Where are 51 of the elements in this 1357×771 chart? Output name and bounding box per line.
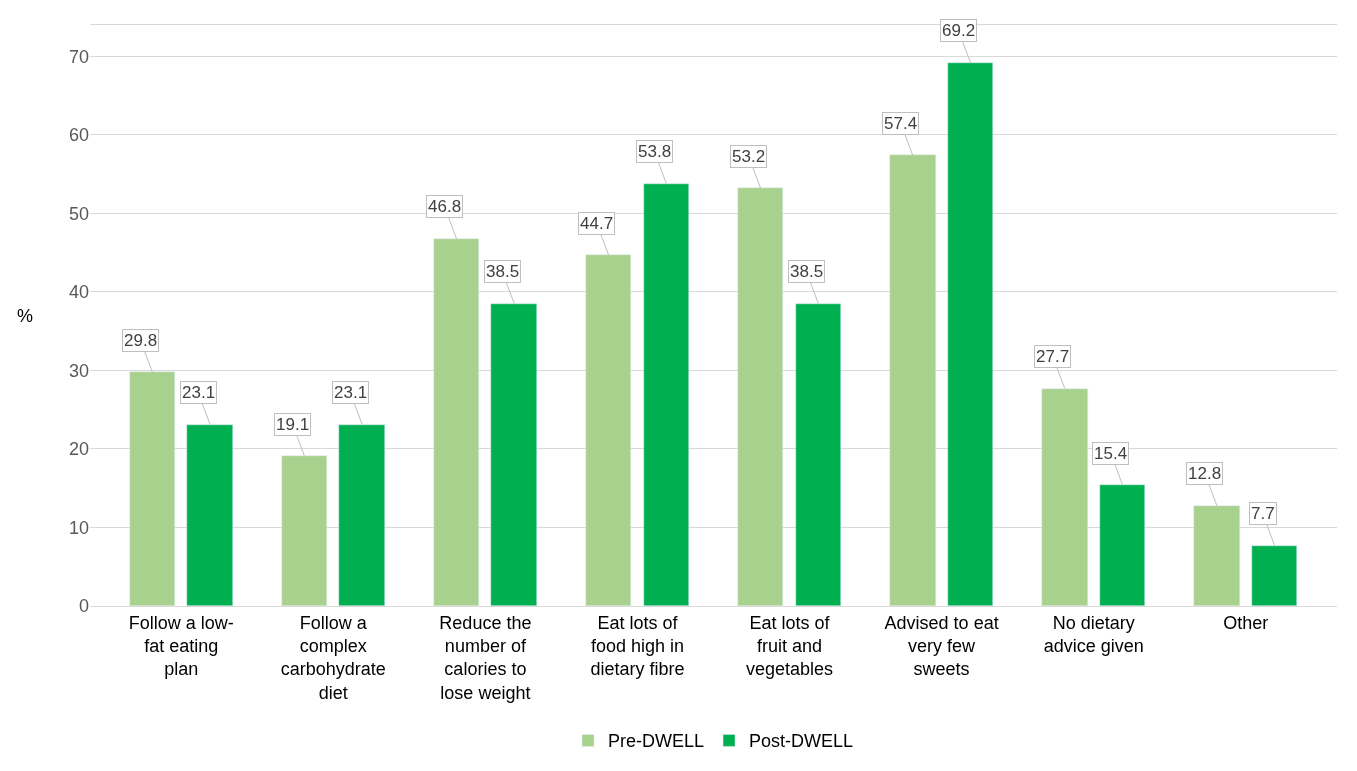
- y-tick-label: 50: [68, 203, 89, 224]
- x-tick-label: Follow a complex carbohydrate diet: [280, 612, 386, 703]
- x-tick-label: Reduce the number of calories to lose weight: [439, 612, 532, 703]
- y-tick-label: 20: [68, 439, 89, 460]
- bar: [1099, 484, 1145, 606]
- x-tick-label: Eat lots of fruit and vegetables: [746, 612, 834, 680]
- data-label: 38.5: [790, 262, 824, 281]
- bar: [737, 187, 783, 606]
- data-label: 53.8: [638, 142, 672, 161]
- data-label: 19.1: [276, 415, 310, 434]
- data-label: 7.7: [1251, 504, 1275, 523]
- y-axis-title: %: [17, 306, 34, 326]
- y-tick-label: 60: [68, 125, 89, 146]
- bar: [338, 424, 385, 606]
- bar: [1041, 388, 1088, 606]
- data-label: 53.2: [732, 147, 766, 166]
- bar: [129, 371, 175, 606]
- data-label: 15.4: [1094, 444, 1128, 463]
- data-label: 27.7: [1036, 347, 1070, 366]
- bar: [1193, 505, 1240, 606]
- data-label: 12.8: [1188, 464, 1222, 483]
- legend-label: Pre-DWELL: [608, 731, 705, 752]
- y-tick-label: 70: [68, 46, 89, 67]
- x-tick-label: Other: [1223, 612, 1269, 633]
- data-label: 44.7: [580, 214, 614, 233]
- y-tick-label: 0: [78, 596, 89, 617]
- bar: [490, 303, 537, 606]
- data-label: 29.8: [124, 331, 158, 350]
- data-label: 23.1: [182, 383, 216, 402]
- data-label: 38.5: [486, 262, 520, 281]
- data-label: 57.4: [884, 114, 918, 133]
- data-label: 69.2: [942, 21, 976, 40]
- x-tick-label: Advised to eat very few sweets: [884, 612, 999, 680]
- x-tick-label: Eat lots of food high in dietary fibre: [590, 612, 685, 680]
- bar: [281, 455, 327, 606]
- legend-label: Post-DWELL: [749, 731, 854, 752]
- bar: [433, 238, 479, 606]
- data-label: 23.1: [334, 383, 368, 402]
- bar: [643, 183, 689, 606]
- y-tick-label: 30: [68, 360, 89, 381]
- bar: [585, 254, 631, 606]
- bar: [947, 62, 993, 606]
- data-label: 46.8: [428, 197, 462, 216]
- x-tick-label: Follow a low-fat eating plan: [128, 612, 234, 680]
- bar: [795, 303, 841, 606]
- bar: [186, 424, 233, 606]
- bar: [1251, 545, 1297, 606]
- x-tick-label: No dietary advice given: [1043, 612, 1144, 656]
- y-tick-label: 10: [68, 517, 89, 538]
- y-tick-label: 40: [68, 282, 89, 303]
- bar: [889, 154, 936, 606]
